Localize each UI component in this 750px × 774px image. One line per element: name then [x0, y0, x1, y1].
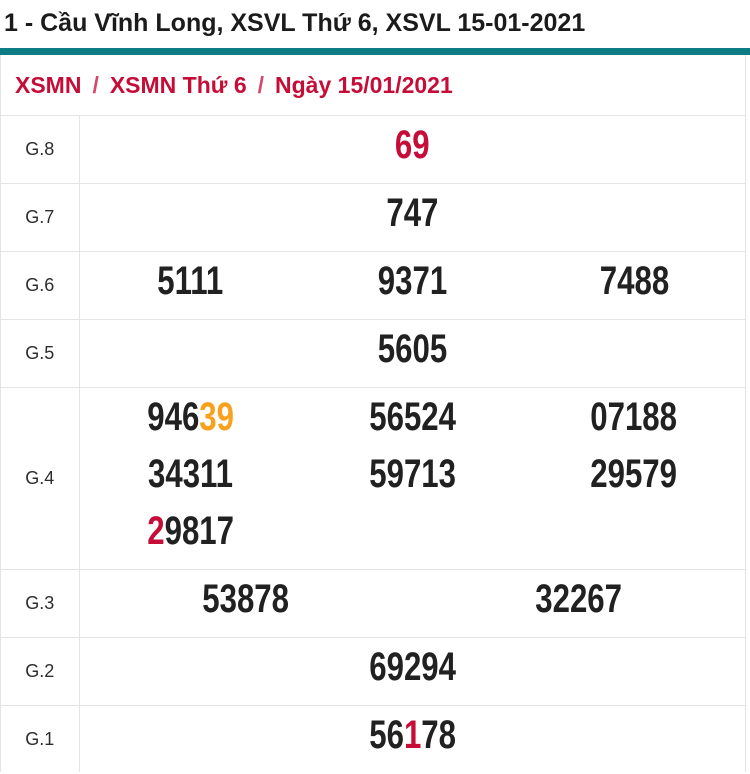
prize-number-cell: 53878 [80, 575, 413, 632]
prize-values-g7: 747 [79, 184, 745, 252]
prize-row-g6: G.6 5111 9371 7488 [1, 251, 745, 320]
prize-values-g1: 56178 [79, 706, 745, 773]
results-table: G.8 69 G.7 747 G.6 5111 9371 7488 G.5 5605 G.4 9463… [1, 116, 745, 772]
prize-number-cell: 69 [80, 121, 746, 178]
prize-number-cell: 07188 [523, 393, 745, 450]
prize-number: 29817 [147, 509, 234, 553]
prize-number: 32267 [535, 577, 622, 621]
prize-label-g4: G.4 [1, 387, 80, 570]
prize-number-cell: 34311 [80, 450, 302, 507]
prize-row-g5: G.5 5605 [1, 319, 745, 388]
prize-number: 34311 [147, 452, 233, 496]
prize-values-g2: 69294 [79, 638, 745, 706]
prize-label-g6: G.6 [1, 251, 80, 320]
prize-row-g2: G.2 69294 [1, 637, 745, 706]
prize-number: 9371 [377, 259, 447, 303]
prize-label-g8: G.8 [1, 116, 80, 184]
prize-number-cell: 69294 [80, 643, 746, 700]
prize-row-g8: G.8 69 [1, 116, 745, 184]
prize-values-g4: 94639 56524 07188 34311 59713 29579 29817 [79, 388, 745, 570]
breadcrumb-current-date: Ngày 15/01/2021 [275, 71, 453, 98]
breadcrumb-separator: / [92, 71, 99, 98]
breadcrumb-separator: / [257, 71, 265, 98]
prize-values-g8: 69 [79, 116, 745, 184]
prize-number-cell: 747 [80, 189, 746, 246]
prize-label-g5: G.5 [1, 319, 80, 388]
prize-number: 69 [394, 123, 430, 167]
prize-number-cell: 59713 [301, 450, 523, 507]
prize-row-g7: G.7 747 [1, 183, 745, 252]
prize-values-g3: 53878 32267 [79, 570, 745, 638]
accent-bar [0, 48, 750, 55]
prize-number: 5605 [377, 327, 447, 371]
prize-number: 59713 [368, 452, 456, 496]
prize-number-cell: 29817 [80, 507, 302, 564]
prize-number: 07188 [590, 395, 678, 439]
prize-label-g2: G.2 [1, 637, 80, 706]
prize-number: 747 [386, 191, 439, 235]
prize-row-g1: G.1 56178 [1, 705, 745, 773]
prize-row-g4: G.4 94639 56524 07188 34311 59713 29579 29817 [1, 387, 745, 570]
prize-number: 7488 [599, 259, 669, 303]
prize-number-cell: 94639 [80, 393, 302, 450]
page-title: 1 - Cầu Vĩnh Long, XSVL Thứ 6, XSVL 15-0… [4, 9, 586, 37]
prize-number: 69294 [368, 645, 456, 689]
prize-number-cell: 5111 [80, 257, 302, 314]
prize-label-g1: G.1 [1, 705, 80, 772]
prize-number: 94639 [147, 395, 234, 439]
prize-number-cell: 56524 [301, 393, 523, 450]
prize-number-cell: 32267 [412, 575, 745, 632]
prize-values-g5: 5605 [79, 320, 745, 388]
prize-number-cell: 29579 [523, 450, 745, 507]
prize-values-g6: 5111 9371 7488 [79, 252, 745, 320]
breadcrumb-link-xsmn[interactable]: XSMN [15, 71, 82, 98]
prize-label-g7: G.7 [1, 183, 80, 252]
prize-label-g3: G.3 [1, 569, 80, 638]
prize-number-cell: 7488 [523, 257, 745, 314]
result-card: XSMN / XSMN Thứ 6 / Ngày 15/01/2021 G.8 6… [0, 55, 746, 772]
breadcrumb: XSMN / XSMN Thứ 6 / Ngày 15/01/2021 [1, 55, 745, 116]
breadcrumb-link-xsmn-thu6[interactable]: XSMN Thứ 6 [109, 71, 247, 98]
prize-number: 29579 [590, 452, 678, 496]
prize-number-cell: 56178 [80, 711, 746, 768]
prize-number-cell: 9371 [301, 257, 523, 314]
prize-number: 56178 [368, 713, 456, 757]
prize-number: 5111 [157, 259, 224, 303]
prize-row-g3: G.3 53878 32267 [1, 569, 745, 638]
prize-number-cell: 5605 [80, 325, 746, 382]
prize-number: 56524 [368, 395, 456, 439]
prize-number: 53878 [202, 577, 290, 621]
